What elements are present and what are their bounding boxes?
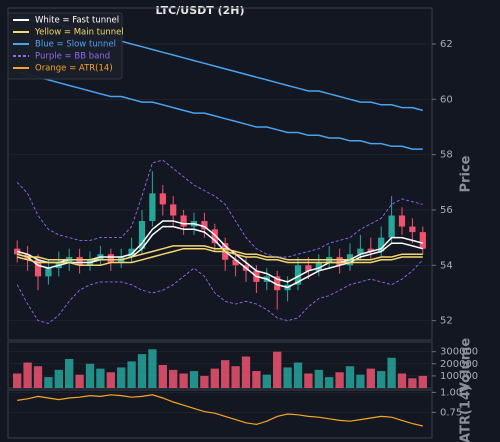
candle-body [388,215,395,238]
y-tick-label: 200000 [440,359,478,370]
candle-body [367,248,374,252]
candle-body [398,215,406,227]
volume-bar [325,377,334,388]
volume-bar [356,374,365,388]
y-tick-label: 1.00 [440,387,462,398]
volume-bar [314,369,323,388]
candle-body [128,248,135,257]
line [17,247,423,267]
candle-body [180,215,187,227]
candle-body [336,257,343,266]
volume-bar [13,373,22,388]
line [17,245,423,261]
legend-label: Blue = Slow tunnel [35,40,116,50]
volume-bar [293,362,303,388]
candle-body [232,259,239,266]
chart-title: LTC/USDT (2H) [155,4,244,17]
volume-bar [148,349,157,388]
volume-bar [96,368,105,388]
volume-bar [106,372,115,388]
y-tick-label: 100000 [440,371,478,382]
volume-bar [397,373,407,388]
candle-body [201,221,208,230]
candle-body [14,248,21,255]
candle-body [138,221,146,249]
volume-bar [408,378,417,388]
y-tick-label: 58 [440,150,453,161]
volume-bar [65,358,74,388]
line [17,70,423,150]
candle-body [149,193,156,222]
legend-label: White = Fast tunnel [35,16,119,26]
volume-bar [117,367,126,388]
y-tick-label: 0.75 [440,407,462,418]
line [17,394,423,427]
y-axis-label: ATR(14) [459,385,474,442]
y-tick-label: 62 [440,39,453,50]
volume-bar [200,375,209,388]
volume-bar [304,373,313,388]
legend: White = Fast tunnel Yellow = Main tunnel B… [7,12,124,80]
candle-body [107,254,114,263]
volume-bar [189,371,199,388]
y-tick-label: 52 [440,316,453,327]
volume-bar [210,368,219,388]
candle-body [159,193,166,205]
volume-bar [137,354,147,388]
volume-bar [241,356,251,388]
candle-body [274,276,281,291]
volume-bar [54,369,63,388]
volume-bar [283,367,292,388]
y-tick-label: 56 [440,205,453,216]
volume-bar [273,351,282,388]
y-axis-label: Price [459,155,474,192]
volume-bar [418,375,427,388]
y-tick-label: 300000 [440,347,478,358]
y-tick-label: 54 [440,260,453,271]
candle-body [378,237,385,252]
legend-label: Yellow = Main tunnel [34,28,124,38]
candle-body [409,226,416,233]
volume-bar [231,366,240,388]
volume-bar [23,362,32,388]
candle-body [419,232,426,249]
candle-body [315,262,322,271]
volume-bar [221,360,230,388]
candle-body [76,257,83,266]
candle-body [294,265,302,285]
panel-frame [7,341,433,389]
candle-body [170,204,177,216]
volume-bar [387,357,396,388]
volume-bar [169,369,178,388]
volume-bar [366,368,375,388]
volume-bar [377,371,386,388]
candle-body [305,265,312,271]
volume-bar [252,371,261,388]
candle-body [211,229,218,244]
volume-bar [179,373,188,388]
volume-bar [345,366,355,388]
candle-body [34,259,42,277]
line [16,259,424,324]
candle-body [357,248,364,255]
panel-frame [7,389,433,439]
line [16,159,423,258]
volume-bar [85,363,95,388]
volume-bar [158,365,167,388]
volume-bar [262,374,271,388]
legend-label: Purple = BB band [35,52,110,62]
volume-bar [33,366,43,388]
volume-bar [335,372,344,388]
volume-bar [75,374,84,388]
y-axis-label: Volume [459,338,474,393]
volume-bar [44,377,53,388]
panel-frame [7,7,433,341]
candle-body [45,268,52,277]
volume-bar [127,361,136,388]
legend-box [7,12,123,80]
legend-label: Orange = ATR(14) [35,64,113,74]
y-tick-label: 60 [440,94,453,105]
